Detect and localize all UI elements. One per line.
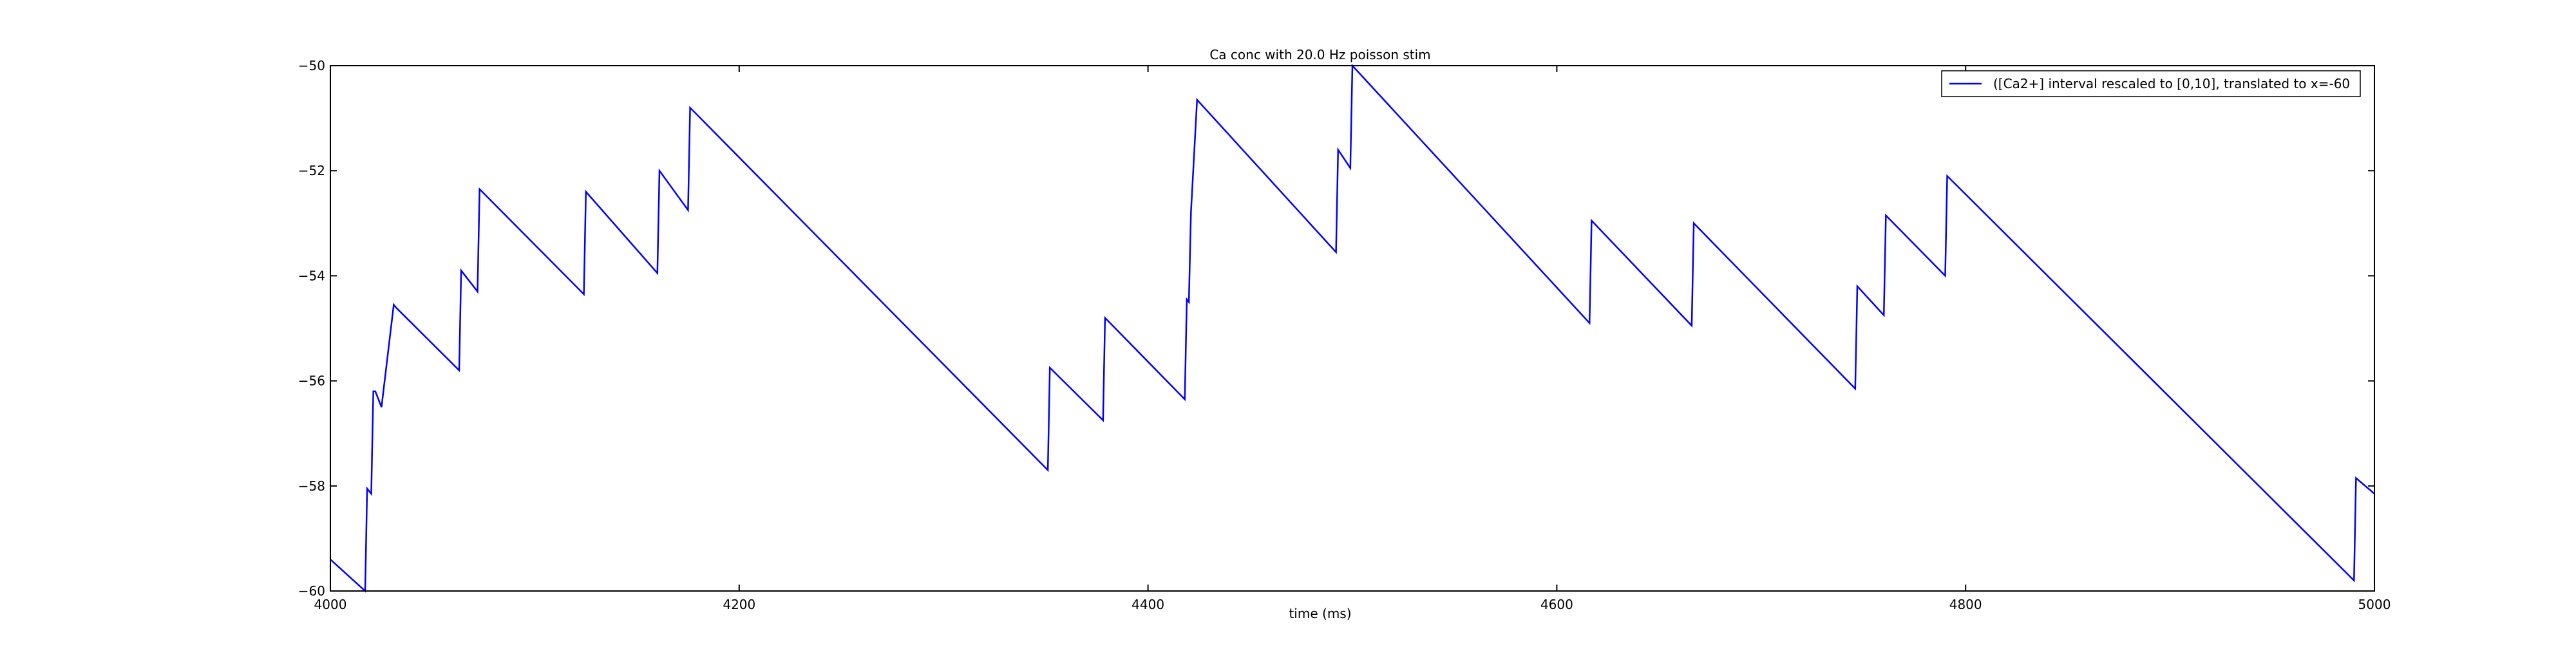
legend-label: ([Ca2+] interval rescaled to [0,10], tra… (1993, 76, 2350, 91)
legend: ([Ca2+] interval rescaled to [0,10], tra… (1941, 70, 2361, 97)
x-axis-label: time (ms) (1289, 606, 1351, 621)
axis-ticks: 4000 4200 4400 4600 4800 5000 −60 −58 −56 −54 −52 −… (298, 58, 2391, 612)
legend-box (1941, 70, 2361, 97)
y-tick-label: −54 (298, 268, 325, 283)
y-tick-label: −56 (298, 373, 325, 389)
y-tick-label: −58 (298, 478, 325, 494)
x-tick-label: 4600 (1540, 597, 1573, 612)
series-line-1 (330, 63, 2375, 593)
y-tick-label: −50 (298, 58, 325, 73)
x-tick-label: 5000 (2358, 597, 2391, 612)
y-tick-label: −60 (298, 583, 325, 599)
chart-title: Ca conc with 20.0 Hz poisson stim (1209, 47, 1430, 62)
plot-frame (330, 65, 2375, 592)
x-tick-label: 4800 (1949, 597, 1982, 612)
plot-area (330, 63, 2375, 593)
x-tick-label: 4000 (314, 597, 347, 612)
x-tick-label: 4400 (1132, 597, 1164, 612)
y-tick-label: −52 (298, 163, 325, 178)
x-tick-label: 4200 (723, 597, 755, 612)
